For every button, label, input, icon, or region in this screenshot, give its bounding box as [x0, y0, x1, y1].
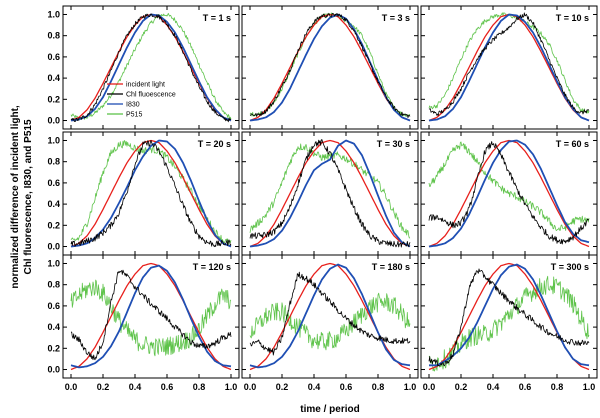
x-tick-label: 0.4 [129, 382, 142, 392]
y-axis-title-line-2: Chl fluorescence, I830, and P515 [23, 119, 34, 275]
legend-label-chl: Chl fluoescence [126, 92, 176, 99]
panel-3: T = 10 s [420, 5, 598, 130]
series-line-light [428, 139, 590, 248]
x-axis-title: time / period [300, 404, 359, 415]
series-line-chl [70, 140, 232, 248]
x-tick-label: 0.8 [551, 382, 564, 392]
series-line-p515 [428, 141, 590, 231]
x-tick-label: 0.2 [455, 382, 468, 392]
series-line-chl [249, 12, 411, 118]
y-tick-label: 0.8 [47, 157, 60, 167]
y-tick-label: 1.0 [47, 135, 60, 145]
series-line-p515 [70, 279, 232, 357]
y-tick-label: 0.0 [47, 242, 60, 252]
series-line-i830 [428, 139, 590, 248]
y-tick-label: 0.6 [47, 301, 60, 311]
y-axis-title-line-1: normalized difference of incident light, [10, 105, 21, 289]
y-tick-label: 0.4 [47, 322, 60, 332]
panel-period-label: T = 20 s [198, 139, 231, 149]
x-tick-label: 0.4 [308, 382, 321, 392]
panel-2: T = 3 s [241, 5, 419, 130]
panel-period-label: T = 300 s [551, 262, 589, 272]
x-tick-label: 1.0 [404, 382, 417, 392]
panel-8: 0.0 0.2 0.4 0.6 0.8 1.0 T = 180 s [241, 254, 419, 392]
y-tick-label: 0.2 [47, 220, 60, 230]
panel-period-label: T = 3 s [382, 13, 410, 23]
panel-period-label: T = 120 s [193, 262, 231, 272]
legend-label-i830: I830 [126, 102, 140, 109]
legend-label-light: incident light [126, 82, 165, 89]
x-tick-label: 0.0 [65, 382, 78, 392]
series-line-i830 [428, 13, 590, 122]
legend-label-p515: P515 [126, 112, 142, 119]
x-tick-label: 1.0 [583, 382, 596, 392]
y-tick-label: 0.8 [47, 31, 60, 41]
series-line-chl [428, 12, 590, 116]
series-line-i830 [249, 263, 411, 369]
x-tick-label: 0.0 [423, 382, 436, 392]
x-tick-label: 0.0 [244, 382, 257, 392]
y-tick-label: 0.0 [47, 365, 60, 375]
y-tick-label: 0.4 [47, 73, 60, 83]
series-line-i830 [429, 263, 590, 367]
series-line-p515 [70, 13, 232, 120]
series-line-chl [249, 139, 411, 248]
panel-frame [62, 131, 240, 256]
panel-period-label: T = 10 s [556, 13, 589, 23]
panel-5: T = 30 s [241, 131, 419, 256]
y-tick-label: 0.6 [47, 52, 60, 62]
panel-frame [62, 5, 240, 130]
x-tick-label: 0.4 [487, 382, 500, 392]
x-tick-label: 0.8 [193, 382, 206, 392]
series-line-i830 [70, 264, 232, 369]
y-tick-label: 1.0 [47, 9, 60, 19]
x-tick-label: 0.2 [97, 382, 110, 392]
panel-1: 0.0 0.2 0.4 0.6 0.8 1.0 T = 1 s incident light C… [47, 5, 240, 130]
series-line-chl [249, 271, 411, 356]
y-tick-label: 0.8 [47, 280, 60, 290]
panel-frame [62, 254, 240, 379]
panel-frame [420, 5, 598, 130]
panel-7: 0.0 0.2 0.4 0.6 0.8 1.0 0.0 0.2 0.4 0.6 0.8 1.0 T = … [47, 254, 240, 392]
panel-frame [241, 5, 419, 130]
panel-period-label: T = 1 s [203, 13, 231, 23]
series-line-chl [428, 268, 590, 367]
series-line-p515 [249, 143, 411, 239]
series-line-light [249, 139, 411, 248]
x-tick-label: 0.6 [161, 382, 174, 392]
series-line-p515 [249, 292, 411, 351]
panel-period-label: T = 180 s [372, 262, 410, 272]
y-tick-label: 0.2 [47, 343, 60, 353]
x-tick-label: 0.6 [340, 382, 353, 392]
y-tick-label: 0.4 [47, 199, 60, 209]
panel-period-label: T = 60 s [556, 139, 589, 149]
x-tick-label: 0.6 [519, 382, 532, 392]
panel-9: 0.0 0.2 0.4 0.6 0.8 1.0 T = 300 s [420, 254, 598, 392]
series-line-chl [428, 141, 590, 245]
x-tick-label: 1.0 [225, 382, 238, 392]
y-tick-label: 1.0 [47, 258, 60, 268]
x-tick-label: 0.2 [276, 382, 289, 392]
y-tick-label: 0.6 [47, 178, 60, 188]
y-tick-label: 0.2 [47, 94, 60, 104]
series-line-chl [70, 269, 232, 361]
legend: incident light Chl fluoescence I830 P515 [107, 82, 176, 119]
series-line-light [70, 262, 232, 371]
panel-6: T = 60 s [420, 131, 598, 256]
panel-4: 0.0 0.2 0.4 0.6 0.8 1.0 T = 20 s [47, 131, 240, 256]
series-line-chl [70, 13, 232, 123]
series-line-i830 [249, 139, 411, 248]
y-tick-label: 0.0 [47, 116, 60, 126]
panel-period-label: T = 30 s [377, 139, 410, 149]
x-tick-label: 0.8 [372, 382, 385, 392]
